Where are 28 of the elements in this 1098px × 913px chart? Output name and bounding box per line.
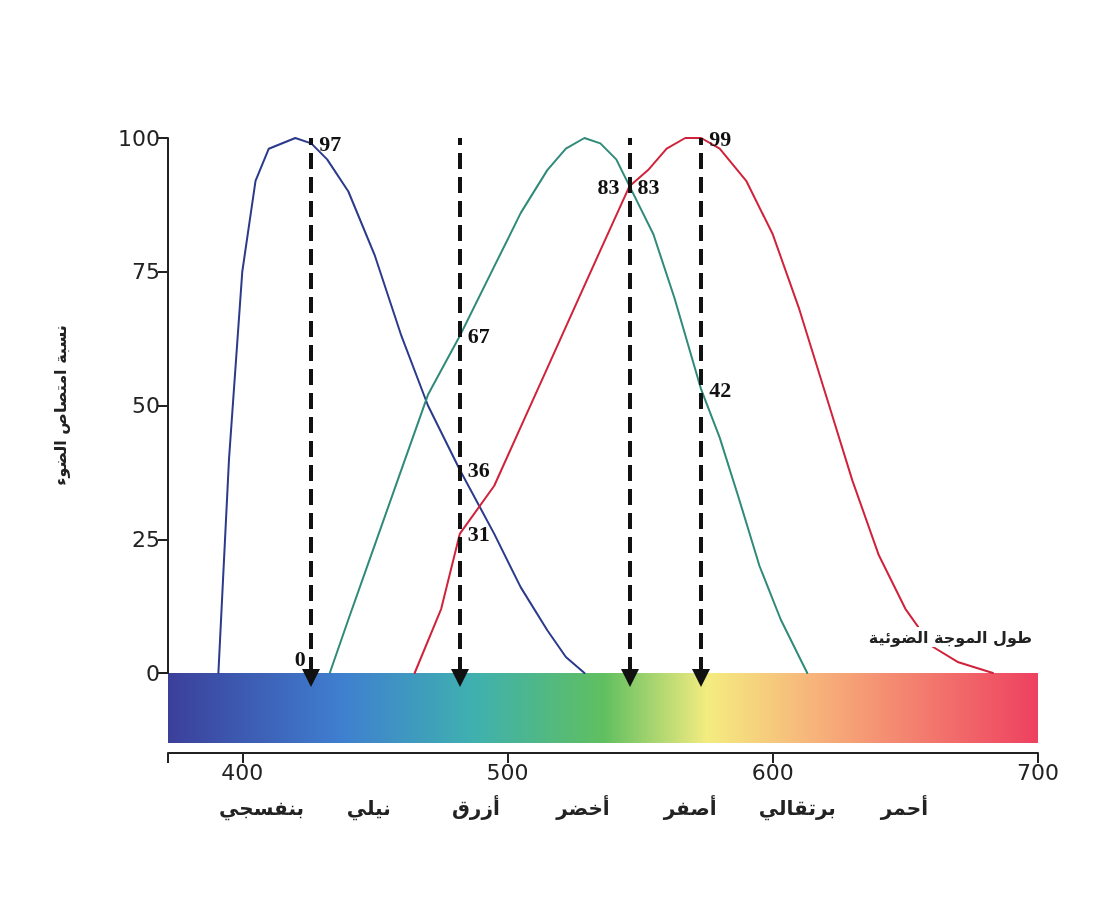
x-tick-label: 500 xyxy=(486,759,529,785)
annotation: 0 xyxy=(294,645,306,671)
annotation: 31 xyxy=(467,521,490,547)
text: نيلي xyxy=(346,796,391,821)
annotation: 99 xyxy=(709,125,732,151)
y-tick-label: 75 xyxy=(132,259,160,285)
y-axis-title: نسبة امتصاص الضوء xyxy=(50,325,70,486)
text: أحمر xyxy=(879,794,928,820)
annotation: 42 xyxy=(709,376,732,402)
annotation: 67 xyxy=(467,323,490,349)
x-tick-label: 700 xyxy=(1017,759,1059,785)
text: بنفسجي xyxy=(219,796,305,821)
x-axis-title: طول الموجة الضوئية xyxy=(868,627,1032,647)
text: أخضر xyxy=(555,794,610,820)
text: أصفر xyxy=(662,794,717,820)
y-tick-label: 50 xyxy=(132,393,160,418)
line-series xyxy=(217,137,586,674)
annotation: 97 xyxy=(319,130,342,156)
text: أزرق xyxy=(451,794,500,820)
y-tick-label: 100 xyxy=(118,125,160,151)
x-tick-label: 400 xyxy=(221,759,264,785)
annotation: 83 xyxy=(597,173,620,199)
annotation: 83 xyxy=(637,173,660,199)
text: برتقالي xyxy=(758,796,836,821)
x-tick-label: 600 xyxy=(751,759,794,785)
y-tick-label: 0 xyxy=(146,660,160,686)
y-tick-label: 25 xyxy=(132,526,160,552)
annotation: 36 xyxy=(467,457,490,483)
